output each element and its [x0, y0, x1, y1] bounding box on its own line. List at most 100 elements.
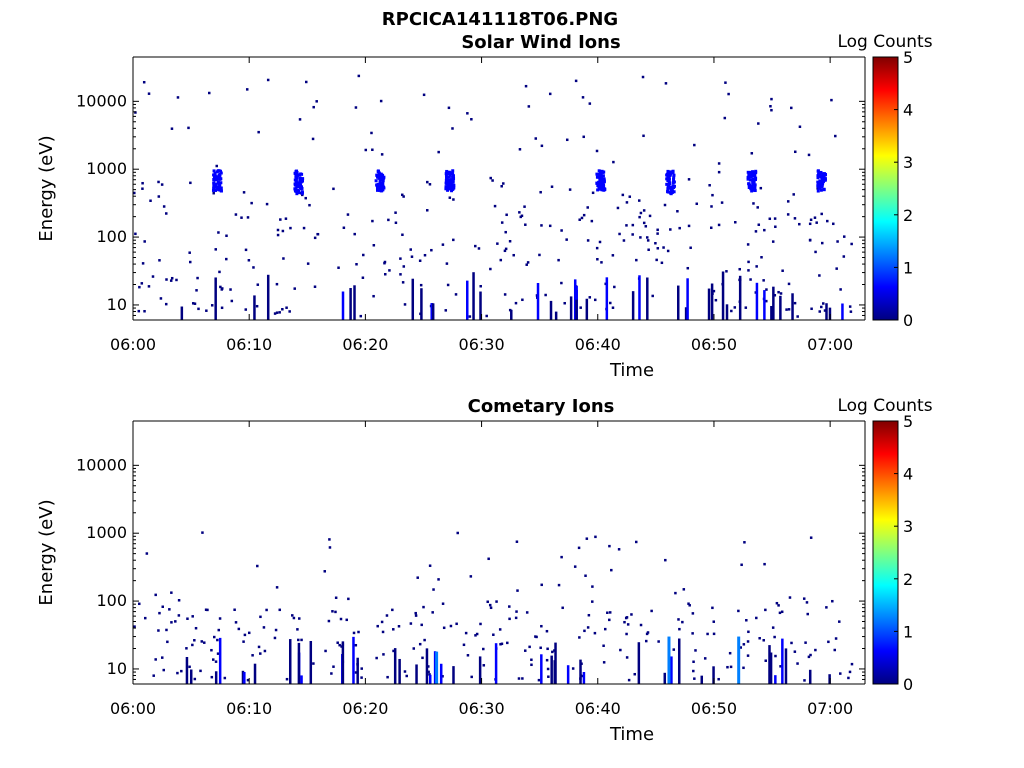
count-pixel — [639, 623, 643, 627]
count-pixel — [143, 240, 146, 243]
count-pixel — [161, 605, 164, 609]
count-pixel — [600, 261, 603, 264]
count-pixel — [768, 217, 772, 221]
burst-cell — [672, 173, 676, 177]
count-pixel — [257, 130, 260, 134]
count-pixel — [354, 643, 358, 647]
plot-area — [133, 74, 853, 320]
count-pixel — [278, 311, 281, 314]
count-pixel — [603, 627, 607, 631]
count-pixel — [733, 306, 737, 309]
burst-cell — [598, 170, 602, 174]
count-pixel — [591, 600, 594, 603]
count-pixel — [571, 667, 575, 670]
count-pixel — [500, 221, 504, 224]
count-streak — [554, 311, 558, 320]
burst-cell — [749, 175, 753, 179]
count-pixel — [359, 314, 363, 318]
count-pixel — [669, 228, 672, 231]
x-tick-label: 06:40 — [575, 699, 621, 718]
count-pixel — [530, 658, 533, 662]
count-streak — [243, 671, 246, 684]
count-pixel — [849, 310, 853, 313]
count-pixel — [638, 215, 641, 219]
count-pixel — [144, 616, 147, 620]
x-tick-label: 06:30 — [459, 699, 505, 718]
count-pixel — [401, 193, 404, 197]
count-pixel — [758, 636, 761, 640]
count-pixel — [804, 641, 807, 644]
count-pixel — [328, 546, 332, 549]
count-pixel — [379, 99, 383, 103]
count-streak — [478, 656, 482, 684]
count-pixel — [500, 642, 504, 646]
count-pixel — [177, 614, 181, 617]
count-pixel — [474, 244, 477, 248]
burst-cell — [444, 172, 448, 176]
colorbar-tick-label: 3 — [903, 153, 913, 172]
count-streak — [266, 274, 270, 320]
burst-cell — [448, 171, 452, 175]
count-pixel — [394, 221, 398, 225]
count-pixel — [246, 216, 250, 219]
x-tick-label: 06:10 — [226, 335, 272, 354]
count-pixel — [158, 611, 161, 615]
count-pixel — [504, 230, 507, 234]
count-pixel — [521, 298, 524, 302]
count-pixel — [827, 640, 830, 644]
count-pixel — [596, 257, 599, 261]
count-pixel — [808, 238, 812, 242]
count-pixel — [292, 616, 296, 620]
count-pixel — [242, 191, 246, 194]
panel-title: Cometary Ions — [468, 396, 615, 417]
burst-cell — [379, 178, 383, 182]
count-pixel — [644, 225, 648, 228]
count-pixel — [625, 201, 629, 204]
count-pixel — [243, 633, 247, 637]
count-pixel — [628, 195, 632, 198]
count-pixel — [409, 622, 413, 625]
count-pixel — [216, 638, 219, 642]
burst-cell — [751, 171, 755, 175]
x-tick-label: 06:50 — [691, 699, 737, 718]
count-pixel — [785, 308, 788, 311]
count-pixel — [839, 288, 842, 291]
count-pixel — [265, 608, 268, 612]
count-pixel — [818, 310, 821, 313]
count-pixel — [392, 628, 395, 631]
count-pixel — [446, 283, 450, 287]
burst-cell — [750, 184, 754, 188]
count-pixel — [557, 583, 561, 587]
count-pixel — [813, 216, 817, 219]
count-pixel — [760, 256, 763, 259]
count-pixel — [259, 615, 262, 619]
count-pixel — [526, 261, 530, 264]
count-streak — [341, 291, 345, 320]
count-pixel — [594, 535, 597, 539]
burst-cell — [294, 189, 298, 193]
count-pixel — [414, 611, 417, 615]
count-pixel — [381, 630, 385, 634]
burst-cell — [378, 179, 382, 183]
count-pixel — [730, 309, 733, 313]
count-pixel — [482, 664, 486, 667]
count-pixel — [515, 610, 518, 613]
count-pixel — [437, 150, 440, 154]
colorbar-label: Log Counts — [837, 396, 932, 416]
count-pixel — [204, 608, 208, 611]
count-pixel — [709, 226, 713, 230]
count-streak — [180, 306, 184, 320]
count-pixel — [508, 617, 511, 621]
count-pixel — [304, 196, 307, 200]
count-pixel — [593, 631, 597, 635]
count-streak — [779, 295, 782, 320]
count-pixel — [645, 632, 649, 636]
count-pixel — [353, 232, 356, 236]
count-streak — [579, 659, 582, 684]
count-pixel — [401, 233, 404, 237]
count-pixel — [788, 596, 792, 599]
count-pixel — [447, 106, 451, 110]
count-pixel — [565, 238, 568, 241]
burst-cell — [215, 175, 219, 179]
count-streak — [536, 282, 540, 320]
